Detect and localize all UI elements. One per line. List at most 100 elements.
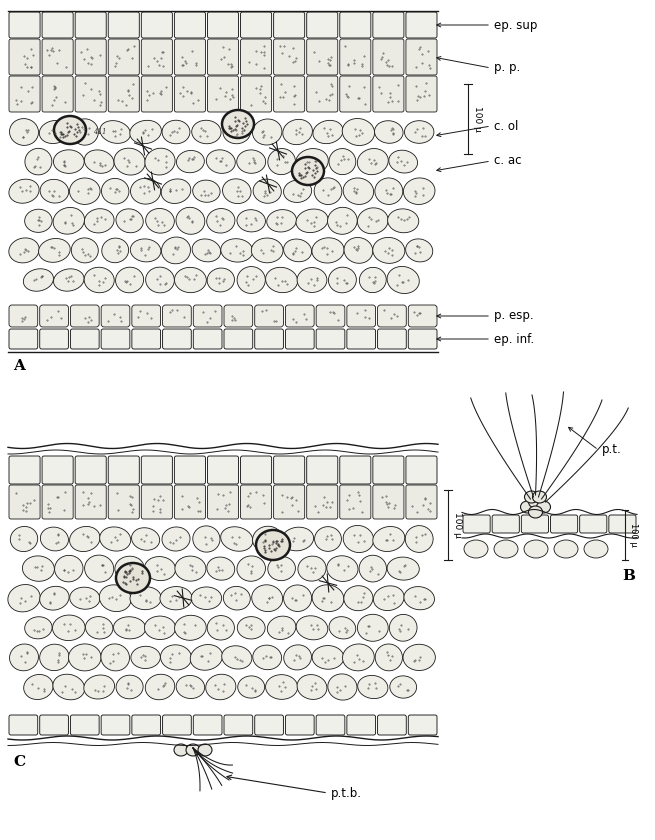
FancyBboxPatch shape <box>340 76 371 112</box>
FancyBboxPatch shape <box>580 515 607 533</box>
Ellipse shape <box>390 676 417 698</box>
Ellipse shape <box>253 526 282 552</box>
Ellipse shape <box>69 644 101 671</box>
FancyBboxPatch shape <box>274 485 305 519</box>
FancyBboxPatch shape <box>274 12 305 38</box>
Ellipse shape <box>84 150 114 173</box>
Ellipse shape <box>84 267 114 293</box>
Ellipse shape <box>237 210 265 232</box>
FancyBboxPatch shape <box>9 12 40 38</box>
Ellipse shape <box>223 120 251 144</box>
FancyBboxPatch shape <box>101 715 130 735</box>
Ellipse shape <box>343 178 373 204</box>
FancyBboxPatch shape <box>307 76 338 112</box>
Ellipse shape <box>54 555 83 582</box>
FancyBboxPatch shape <box>255 715 284 735</box>
Ellipse shape <box>52 615 85 641</box>
FancyBboxPatch shape <box>174 456 206 484</box>
Ellipse shape <box>9 118 39 145</box>
FancyBboxPatch shape <box>141 485 172 519</box>
Ellipse shape <box>71 118 98 145</box>
Ellipse shape <box>267 616 296 639</box>
FancyBboxPatch shape <box>307 485 338 519</box>
FancyBboxPatch shape <box>193 329 222 349</box>
FancyBboxPatch shape <box>9 76 40 112</box>
Ellipse shape <box>405 121 434 144</box>
Ellipse shape <box>10 644 39 671</box>
FancyBboxPatch shape <box>42 456 73 484</box>
Ellipse shape <box>221 239 253 262</box>
Ellipse shape <box>206 675 236 700</box>
Ellipse shape <box>100 121 130 144</box>
Ellipse shape <box>161 179 191 203</box>
FancyBboxPatch shape <box>174 485 206 519</box>
Ellipse shape <box>130 586 161 610</box>
Text: ep. sup: ep. sup <box>494 18 537 31</box>
Ellipse shape <box>343 526 373 553</box>
Ellipse shape <box>373 238 405 264</box>
FancyBboxPatch shape <box>408 715 437 735</box>
Ellipse shape <box>131 646 160 669</box>
Ellipse shape <box>176 675 204 699</box>
Ellipse shape <box>359 555 386 582</box>
Ellipse shape <box>115 556 144 581</box>
FancyBboxPatch shape <box>408 305 437 327</box>
FancyBboxPatch shape <box>609 515 636 533</box>
Ellipse shape <box>198 744 212 756</box>
FancyBboxPatch shape <box>377 329 406 349</box>
FancyBboxPatch shape <box>316 329 345 349</box>
Ellipse shape <box>329 149 356 175</box>
FancyBboxPatch shape <box>9 485 40 519</box>
FancyBboxPatch shape <box>274 456 305 484</box>
Text: C: C <box>13 755 25 769</box>
Ellipse shape <box>84 555 114 582</box>
FancyBboxPatch shape <box>141 456 172 484</box>
Text: c. ac: c. ac <box>494 155 521 167</box>
Ellipse shape <box>9 179 39 203</box>
Ellipse shape <box>314 527 341 551</box>
Ellipse shape <box>190 644 223 670</box>
Ellipse shape <box>525 491 538 503</box>
Ellipse shape <box>328 207 357 234</box>
FancyBboxPatch shape <box>340 12 371 38</box>
Ellipse shape <box>524 540 548 558</box>
FancyBboxPatch shape <box>71 715 99 735</box>
Ellipse shape <box>22 556 54 581</box>
FancyBboxPatch shape <box>162 715 191 735</box>
FancyBboxPatch shape <box>101 305 130 327</box>
FancyBboxPatch shape <box>132 305 160 327</box>
Ellipse shape <box>375 644 402 671</box>
Ellipse shape <box>296 616 328 640</box>
FancyBboxPatch shape <box>174 76 206 112</box>
Ellipse shape <box>192 120 221 144</box>
Ellipse shape <box>267 210 297 232</box>
Ellipse shape <box>24 675 53 700</box>
Ellipse shape <box>145 148 175 175</box>
Text: 100 μ: 100 μ <box>473 106 482 132</box>
Ellipse shape <box>207 208 235 233</box>
Text: 100 μ: 100 μ <box>629 523 638 547</box>
Ellipse shape <box>268 149 295 175</box>
Ellipse shape <box>115 267 143 293</box>
Text: ep. inf.: ep. inf. <box>494 333 534 345</box>
Ellipse shape <box>71 238 98 263</box>
FancyBboxPatch shape <box>373 485 404 519</box>
FancyBboxPatch shape <box>347 329 375 349</box>
FancyBboxPatch shape <box>255 329 284 349</box>
FancyBboxPatch shape <box>141 76 172 112</box>
Ellipse shape <box>40 180 69 203</box>
Text: 411: 411 <box>93 128 107 136</box>
Ellipse shape <box>282 528 314 551</box>
Ellipse shape <box>69 527 100 552</box>
Ellipse shape <box>116 563 150 593</box>
Ellipse shape <box>387 266 419 293</box>
Ellipse shape <box>237 556 265 581</box>
Ellipse shape <box>314 178 342 204</box>
Ellipse shape <box>295 149 328 175</box>
FancyBboxPatch shape <box>340 485 371 519</box>
Ellipse shape <box>176 207 205 234</box>
Ellipse shape <box>10 527 38 552</box>
Ellipse shape <box>162 527 190 551</box>
FancyBboxPatch shape <box>75 12 106 38</box>
Text: B: B <box>622 569 635 583</box>
